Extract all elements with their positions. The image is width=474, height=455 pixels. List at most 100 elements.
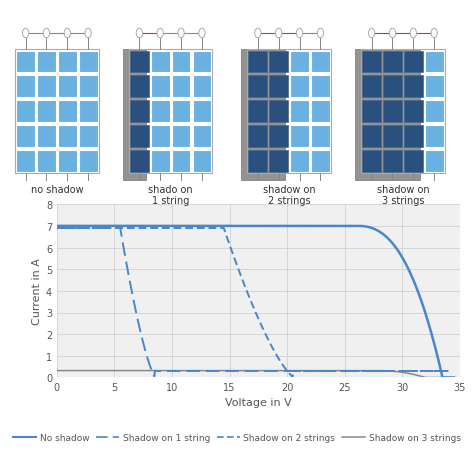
Bar (290, 126, 309, 147)
Bar (274, 183, 283, 193)
Bar (79, 51, 98, 73)
Circle shape (410, 29, 417, 39)
Bar (362, 126, 381, 147)
Bar (404, 51, 423, 73)
Bar (248, 51, 267, 73)
Bar (156, 183, 164, 193)
Bar (192, 101, 211, 123)
Circle shape (22, 29, 29, 39)
Bar (58, 101, 77, 123)
Circle shape (178, 29, 184, 39)
Bar (362, 76, 381, 98)
Bar (37, 51, 56, 73)
Bar (269, 126, 288, 147)
Bar (58, 151, 77, 172)
Bar (404, 76, 423, 98)
Bar (79, 151, 98, 172)
Y-axis label: Current in A: Current in A (32, 258, 42, 324)
Bar (269, 151, 288, 172)
Bar (383, 151, 402, 172)
Bar (37, 76, 56, 98)
Bar (241, 50, 285, 180)
Circle shape (199, 29, 205, 39)
Bar (248, 151, 267, 172)
Bar (248, 101, 267, 123)
Circle shape (368, 29, 375, 39)
Bar (79, 76, 98, 98)
Circle shape (64, 29, 71, 39)
Bar (192, 76, 211, 98)
Bar (79, 126, 98, 147)
Circle shape (296, 29, 303, 39)
Bar (37, 151, 56, 172)
Bar (383, 126, 402, 147)
Bar (383, 101, 402, 123)
Bar (151, 76, 170, 98)
Bar (290, 101, 309, 123)
Bar (362, 126, 381, 147)
Bar (269, 76, 288, 98)
Bar (16, 76, 35, 98)
Bar (383, 76, 402, 98)
Bar (247, 50, 331, 174)
Bar (269, 76, 288, 98)
Bar (130, 126, 149, 147)
Bar (130, 101, 149, 123)
Bar (269, 101, 288, 123)
Bar (404, 151, 423, 172)
Bar (129, 50, 212, 174)
Bar (425, 51, 444, 73)
Bar (192, 151, 211, 172)
Bar (130, 151, 149, 172)
Bar (425, 126, 444, 147)
Bar (177, 183, 185, 193)
Bar (404, 151, 423, 172)
Bar (248, 76, 267, 98)
Bar (130, 51, 149, 73)
Bar (248, 126, 267, 147)
Bar (130, 151, 149, 172)
Bar (361, 50, 445, 174)
Bar (316, 183, 325, 193)
Bar (425, 151, 444, 172)
Bar (311, 126, 330, 147)
Bar (409, 183, 418, 193)
Bar (151, 51, 170, 73)
Bar (311, 151, 330, 172)
Bar (16, 101, 35, 123)
Bar (21, 183, 30, 193)
Bar (362, 51, 381, 73)
Bar (362, 51, 381, 73)
Bar (130, 126, 149, 147)
Bar (16, 51, 35, 73)
Bar (295, 183, 304, 193)
Bar (37, 101, 56, 123)
Text: no shadow: no shadow (30, 184, 83, 194)
Bar (290, 151, 309, 172)
Bar (383, 101, 402, 123)
Circle shape (85, 29, 91, 39)
Bar (383, 126, 402, 147)
Bar (269, 51, 288, 73)
Bar (172, 76, 191, 98)
Bar (192, 126, 211, 147)
Text: shado on
1 string: shado on 1 string (148, 184, 193, 206)
Bar (192, 51, 211, 73)
Bar (198, 183, 206, 193)
Bar (123, 50, 146, 180)
Bar (404, 101, 423, 123)
Bar (290, 76, 309, 98)
Bar (79, 101, 98, 123)
Bar (362, 76, 381, 98)
Bar (362, 101, 381, 123)
Text: shadow on
3 strings: shadow on 3 strings (376, 184, 429, 206)
Bar (311, 101, 330, 123)
Bar (130, 76, 149, 98)
Bar (383, 151, 402, 172)
Bar (248, 101, 267, 123)
Bar (248, 51, 267, 73)
Bar (58, 76, 77, 98)
Circle shape (431, 29, 438, 39)
Bar (172, 126, 191, 147)
Bar (383, 51, 402, 73)
